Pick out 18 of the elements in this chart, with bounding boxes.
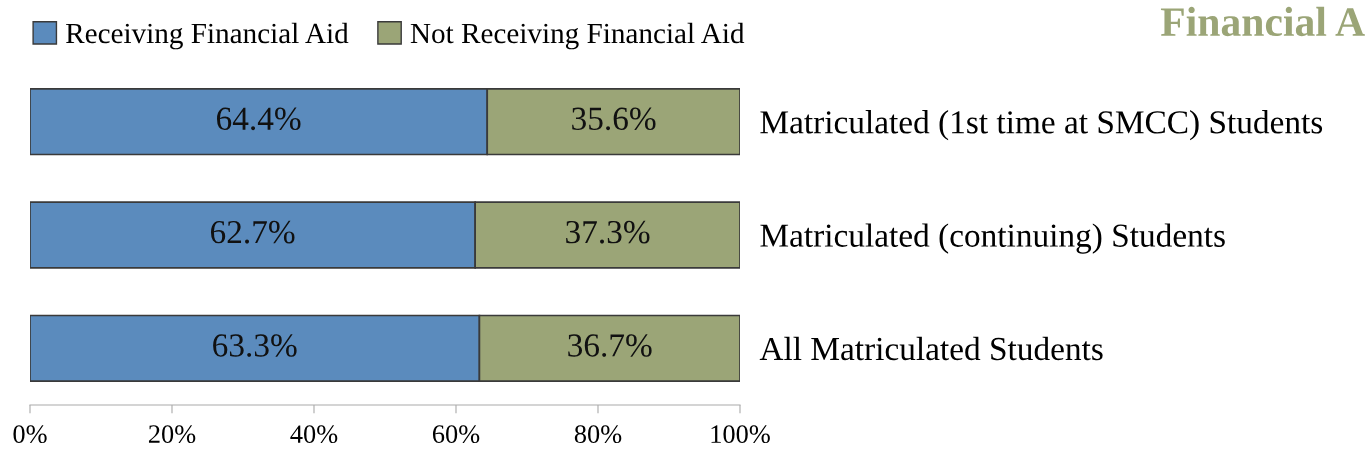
y-tick-label: All Matriculated Students	[759, 336, 1103, 361]
text: Financial A	[1160, 6, 1365, 37]
y-tick-label: Matriculated (continuing) Students	[760, 223, 1225, 254]
data-label: 35.6%	[572, 107, 656, 131]
y-tick-label: Matriculated (1st time at SMCC) Students	[760, 110, 1323, 141]
data-label: 36.7%	[568, 334, 652, 357]
x-tick-label: 60%	[432, 425, 480, 444]
legend-label: Not Receiving Financial Aid	[410, 22, 745, 50]
data-label: 62.7%	[210, 220, 295, 244]
data-label: 64.4%	[217, 107, 301, 131]
x-tick-label: 40%	[290, 425, 338, 444]
x-tick-label: 100%	[711, 425, 770, 444]
data-label: 63.3%	[213, 334, 297, 357]
legend-label: Receiving Financial Aid	[66, 22, 349, 50]
data-label: 37.3%	[566, 220, 650, 244]
x-tick-label: 20%	[148, 425, 196, 444]
x-tick-label: 0%	[13, 425, 47, 444]
x-tick-label: 80%	[574, 425, 622, 444]
